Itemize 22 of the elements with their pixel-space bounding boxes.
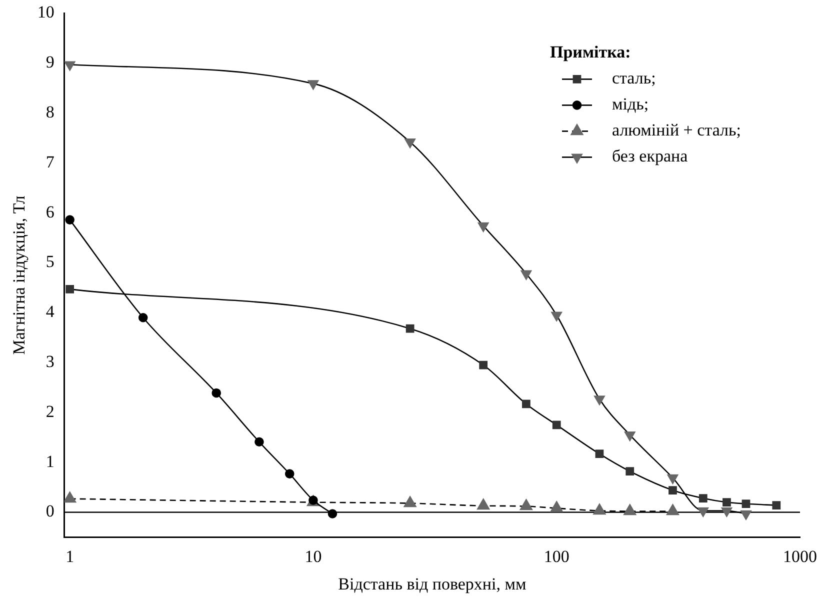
legend-label: сталь; [612, 68, 656, 88]
y-tick-label: 9 [46, 52, 54, 72]
y-tick-label: 1 [46, 452, 54, 471]
x-tick-label: 1 [66, 546, 74, 566]
x-tick-label: 1000 [783, 546, 817, 566]
y-tick-label: 8 [46, 102, 54, 122]
x-tick-label: 10 [304, 546, 322, 566]
y-tick-label: 6 [46, 202, 54, 222]
y-tick-label: 10 [37, 2, 54, 22]
x-axis-title: Відстань від поверхні, мм [338, 574, 526, 594]
y-tick-label: 4 [46, 302, 55, 322]
legend-label: мідь; [612, 94, 649, 114]
y-tick-label: 5 [46, 252, 54, 272]
legend-label: алюміній + сталь; [612, 120, 741, 140]
y-tick-label: 7 [46, 152, 55, 172]
legend-label: без екрана [612, 146, 688, 166]
y-tick-label: 2 [46, 402, 54, 421]
legend-title: Примітка: [550, 42, 631, 62]
y-axis-title: Магнітна індукція, Тл [10, 195, 29, 355]
y-tick-label: 0 [46, 502, 54, 521]
y-tick-label: 3 [46, 352, 54, 371]
x-tick-label: 100 [544, 546, 570, 566]
